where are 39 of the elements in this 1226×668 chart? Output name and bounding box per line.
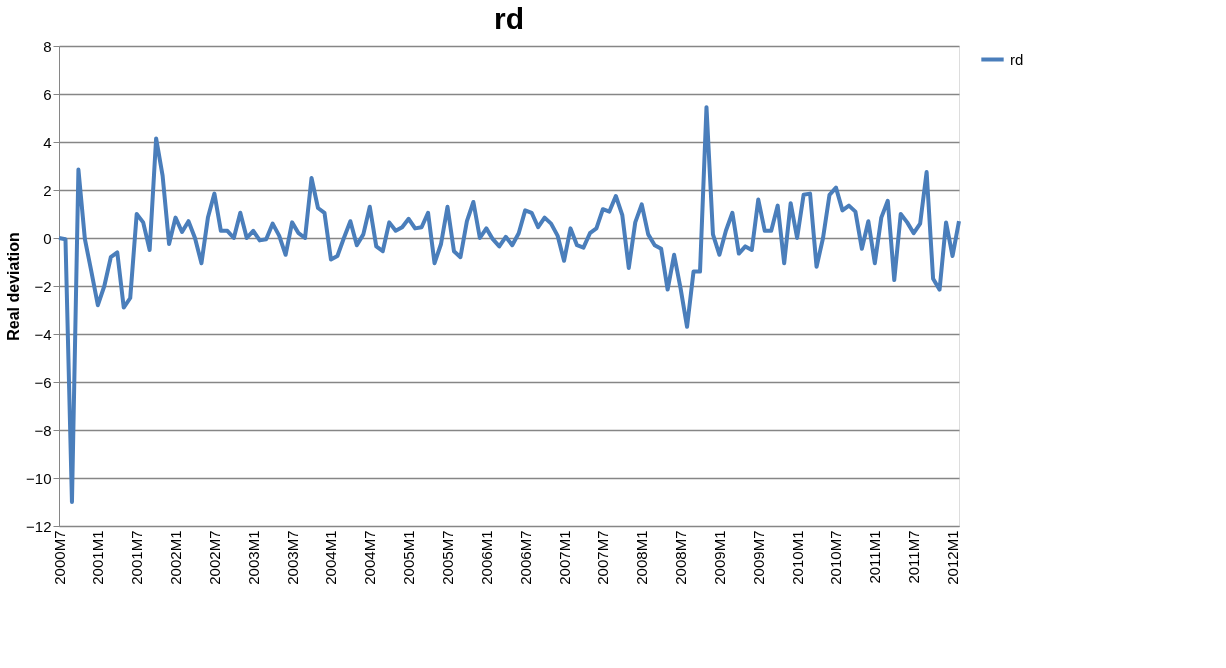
x-tick-label: 2008M7 (672, 530, 690, 585)
line-series (57, 105, 961, 504)
x-tick-label: 2007M7 (594, 530, 612, 585)
y-tick-label: 8 (43, 37, 52, 55)
y-tick-label: 0 (43, 229, 52, 247)
chart-title: rd (494, 2, 524, 35)
x-tick-label: 2008M1 (633, 530, 651, 585)
x-tick-label: 2006M7 (516, 530, 534, 585)
x-tick-label: 2010M7 (827, 530, 845, 585)
y-axis-title: Real deviation (5, 232, 23, 341)
x-tick-label: 2010M1 (788, 530, 806, 585)
x-tick-label: 2009M1 (710, 530, 728, 585)
x-tick-label: 2002M1 (167, 530, 185, 585)
x-tick-label: 2009M7 (749, 530, 767, 585)
y-tick-label: −2 (34, 277, 52, 295)
x-tick-label: 2001M1 (89, 530, 107, 585)
y-tick-label: −10 (26, 469, 52, 487)
x-tick-label: 2011M7 (905, 530, 923, 584)
y-tick-label: 4 (43, 133, 52, 151)
x-tick-label: 2003M1 (244, 530, 262, 585)
x-tick-label: 2007M1 (555, 530, 573, 585)
x-tick-label: 2004M7 (361, 530, 379, 585)
x-tick-label: 2000M7 (50, 530, 68, 585)
y-tick-label: −8 (34, 421, 52, 439)
x-tick-label: 2005M1 (400, 530, 418, 585)
x-tick-label: 2002M7 (205, 530, 223, 585)
x-tick-label: 2004M1 (322, 530, 340, 585)
y-tick-label: −4 (34, 325, 52, 343)
y-tick-label: 6 (43, 85, 52, 103)
y-tick-label: −12 (26, 517, 52, 535)
y-tick-label: 2 (43, 181, 52, 199)
legend-label: rd (1010, 50, 1024, 68)
x-tick-label: 2001M7 (128, 530, 146, 585)
x-tick-label: 2006M1 (477, 530, 495, 585)
x-tick-label: 2003M7 (283, 530, 301, 585)
x-tick-label: 2012M1 (944, 530, 962, 585)
y-tick-label: −6 (34, 373, 52, 391)
x-tick-label: 2011M1 (866, 530, 884, 584)
x-tick-label: 2005M7 (438, 530, 456, 585)
